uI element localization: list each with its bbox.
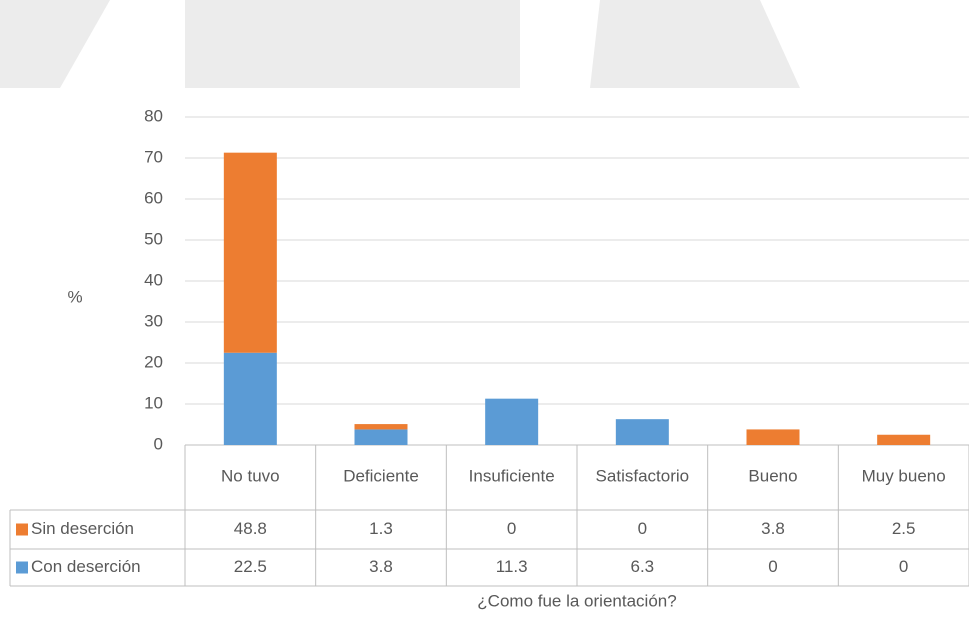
y-tick-label: 80 (144, 106, 163, 125)
bar (746, 429, 800, 445)
bar (354, 424, 408, 430)
watermark-shape (590, 0, 800, 88)
x-tick-label: Bueno (748, 466, 797, 485)
watermark (0, 0, 800, 88)
table-value: 6.3 (631, 557, 655, 576)
y-tick-label: 20 (144, 352, 163, 371)
y-tick-label: 70 (144, 147, 163, 166)
table-value: 0 (899, 557, 908, 576)
bar (223, 152, 277, 353)
x-tick-label: No tuvo (221, 466, 280, 485)
legend-swatch (16, 523, 28, 536)
table-value: 3.8 (369, 557, 393, 576)
x-axis-title: ¿Como fue la orientación? (477, 591, 676, 610)
bar (485, 398, 539, 445)
x-tick-label: Insuficiente (469, 466, 555, 485)
watermark-shape (185, 0, 520, 88)
bar (354, 429, 408, 445)
y-tick-label: 30 (144, 311, 163, 330)
table-value: 2.5 (892, 519, 916, 538)
bar (877, 434, 931, 445)
bar (223, 352, 277, 445)
legend-label: Con deserción (31, 557, 141, 576)
table-value: 22.5 (234, 557, 267, 576)
legend-label: Sin deserción (31, 519, 134, 538)
y-tick-label: 10 (144, 393, 163, 412)
y-tick-label: 0 (154, 434, 163, 453)
y-tick-label: 40 (144, 270, 163, 289)
table-value: 1.3 (369, 519, 393, 538)
table-value: 48.8 (234, 519, 267, 538)
y-axis-title: % (67, 287, 82, 306)
table-value: 0 (638, 519, 647, 538)
watermark-shape (0, 0, 110, 88)
x-tick-label: Satisfactorio (596, 466, 690, 485)
table-value: 0 (507, 519, 516, 538)
x-tick-label: Muy bueno (862, 466, 946, 485)
bar (615, 419, 669, 445)
table-value: 11.3 (496, 557, 528, 576)
table-value: 0 (768, 557, 777, 576)
table-value: 3.8 (761, 519, 785, 538)
y-tick-label: 50 (144, 229, 163, 248)
x-tick-label: Deficiente (343, 466, 419, 485)
legend-swatch (16, 561, 28, 574)
y-tick-label: 60 (144, 188, 163, 207)
